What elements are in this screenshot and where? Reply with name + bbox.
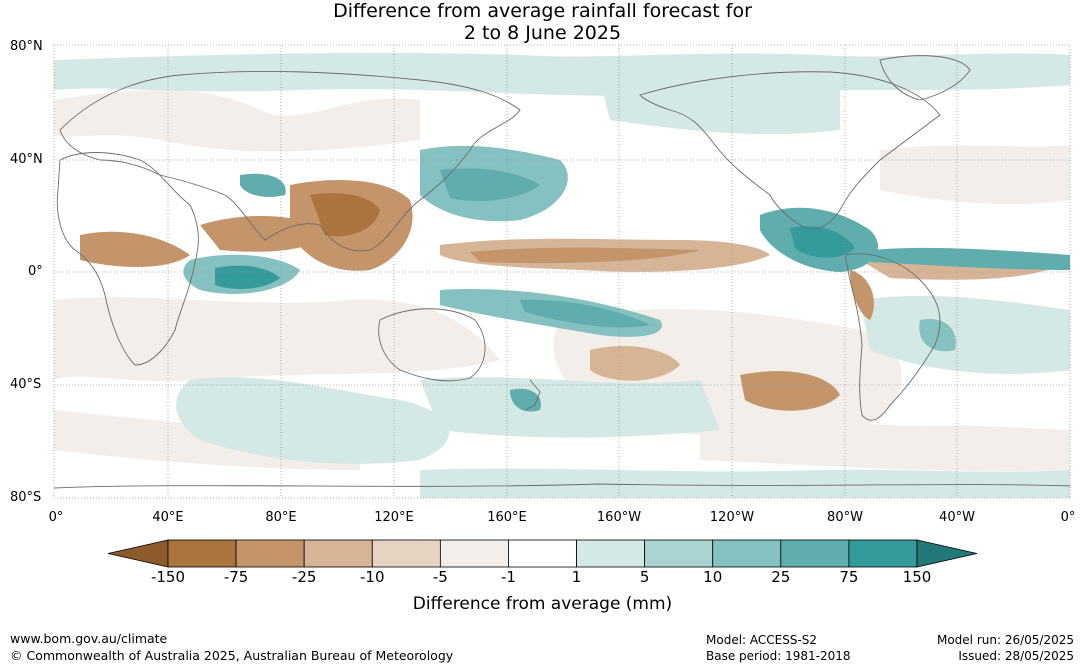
colorbar-swatch: [439, 539, 509, 568]
colorbar-extend-high: [916, 539, 978, 568]
lon-label-40e: 40°E: [152, 510, 184, 525]
colorbar-tick-label: 5: [639, 568, 650, 586]
lat-label-40s: 40°S: [10, 377, 42, 392]
colorbar-swatch: [371, 539, 441, 568]
colorbar-swatch: [303, 539, 373, 568]
colorbar-swatch: [848, 539, 918, 568]
lat-label-80s: 80°S: [10, 490, 42, 505]
colorbar-extend-low: [107, 539, 169, 568]
footer-model: Model: ACCESS-S2: [706, 633, 818, 647]
colorbar-tick-label: -75: [223, 568, 249, 586]
footer-base-period: Base period: 1981-2018: [706, 649, 851, 663]
colorbar-tick-label: -150: [150, 568, 186, 586]
colorbar-swatch: [167, 539, 237, 568]
colorbar-tick-label: -25: [291, 568, 317, 586]
lon-label-80e: 80°E: [265, 510, 297, 525]
colorbar-swatch: [712, 539, 782, 568]
colorbar-tick-label: 1: [571, 568, 582, 586]
colorbar-swatch: [644, 539, 714, 568]
lat-label-40n: 40°N: [10, 152, 43, 167]
lon-label-40w: 40°W: [939, 510, 975, 525]
colorbar-tick-label: 10: [703, 568, 723, 586]
footer-copyright: © Commonwealth of Australia 2025, Austra…: [10, 648, 454, 663]
colorbar-swatch: [235, 539, 305, 568]
colorbar-tick-label: -5: [432, 568, 448, 586]
lon-label-0-east: 0°: [1060, 510, 1076, 525]
colorbar-swatch: [576, 539, 646, 568]
colorbar-swatches: [107, 539, 978, 568]
colorbar-title: Difference from average (mm): [412, 594, 673, 614]
colorbar-tick-label: 25: [771, 568, 791, 586]
colorbar-tick-label: -1: [500, 568, 516, 586]
graticule: [53, 44, 1071, 499]
colorbar-swatch: [508, 539, 577, 568]
colorbar-tick-label: -10: [360, 568, 385, 586]
footer-issued: Issued: 28/05/2025: [958, 649, 1074, 663]
anomaly-field: [54, 45, 1070, 498]
colorbar-tick-label: 150: [902, 568, 932, 586]
coastlines: [54, 55, 1070, 489]
lon-label-120w: 120°W: [709, 510, 755, 525]
map-title-line1: Difference from average rainfall forecas…: [333, 0, 752, 22]
lat-label-80n: 80°N: [10, 39, 43, 54]
lon-label-160e: 160°E: [487, 510, 527, 525]
lon-label-120e: 120°E: [374, 510, 414, 525]
colorbar-tick-label: 75: [839, 568, 859, 586]
lat-label-eq: 0°: [28, 264, 43, 279]
footer-url: www.bom.gov.au/climate: [10, 631, 168, 646]
map-title-line2: 2 to 8 June 2025: [463, 22, 622, 44]
lon-label-160w: 160°W: [596, 510, 642, 525]
lon-label-0: 0°: [48, 510, 64, 525]
colorbar-swatch: [780, 539, 850, 568]
footer-model-run: Model run: 26/05/2025: [936, 633, 1074, 647]
lon-label-80w: 80°W: [827, 510, 863, 525]
